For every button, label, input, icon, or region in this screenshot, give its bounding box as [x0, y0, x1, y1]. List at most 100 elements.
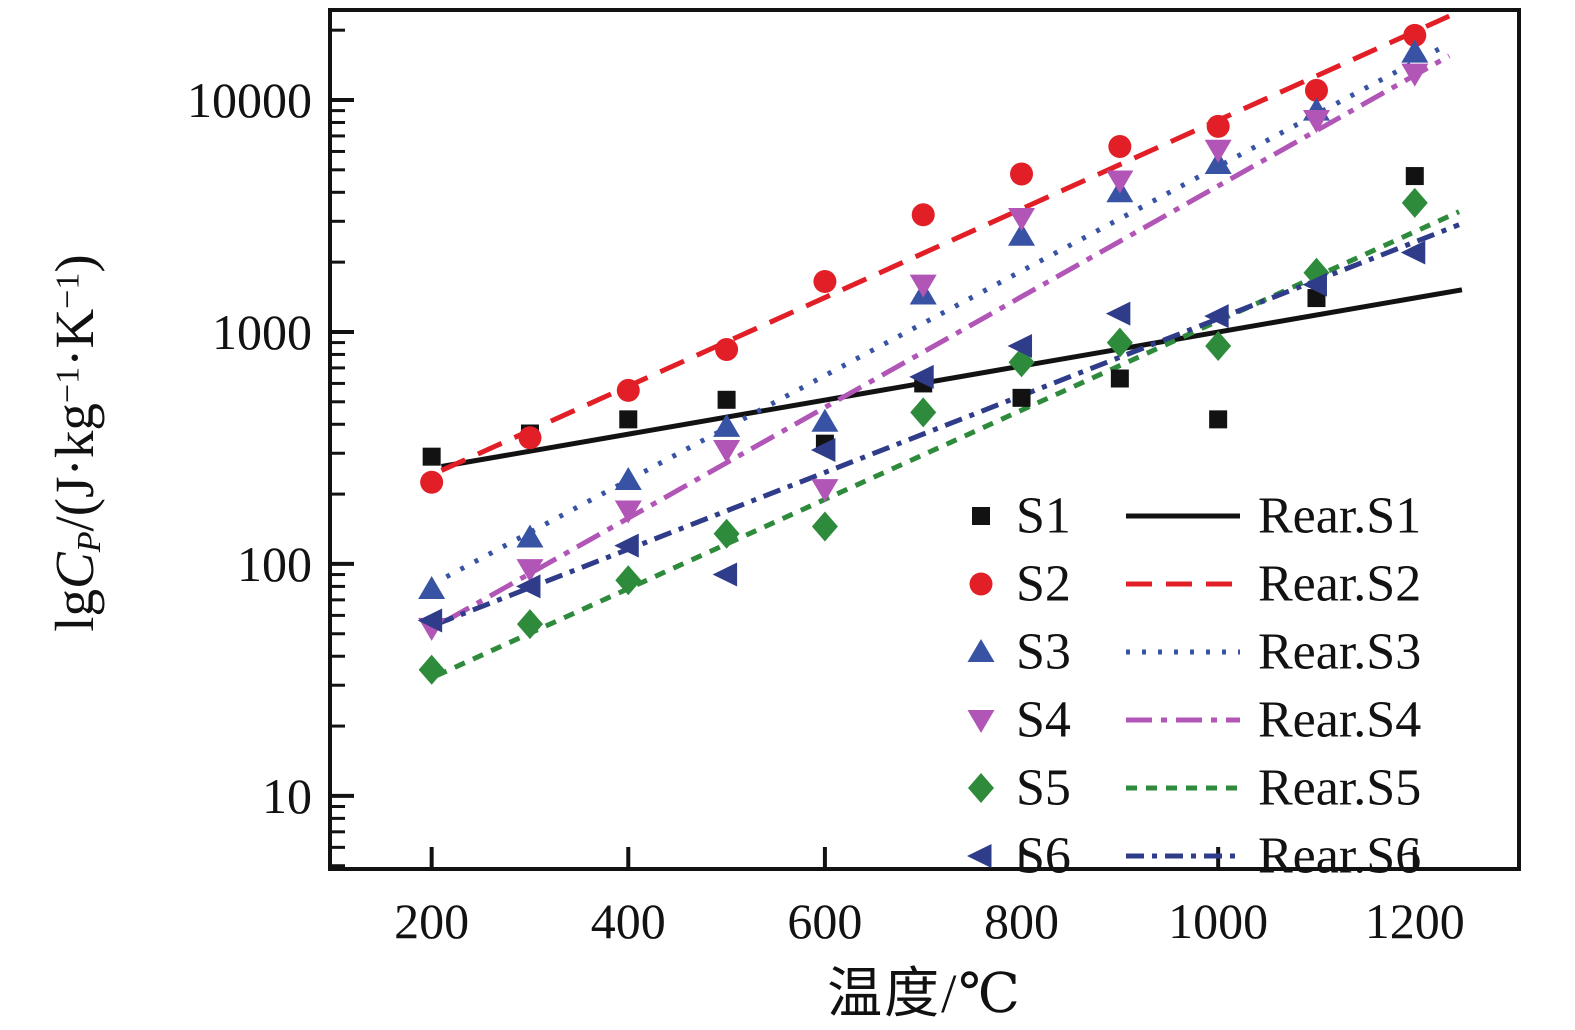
- s1-marker: [717, 390, 736, 409]
- y-tick-label: 10000: [187, 72, 312, 128]
- x-tick-label: 400: [591, 893, 666, 949]
- s4-marker: [713, 439, 741, 463]
- s1-marker: [1209, 410, 1228, 429]
- y-tick-label: 1000: [212, 304, 312, 360]
- s6-marker: [515, 574, 541, 599]
- s5-marker: [1106, 327, 1133, 358]
- y-title-sup-b: −1: [49, 272, 87, 309]
- s5-marker: [811, 511, 838, 542]
- legend-label-s3: S3: [1016, 624, 1071, 681]
- legend-label-rear-s6: Rear.S6: [1258, 828, 1421, 885]
- legend-marker-s4: [967, 710, 995, 733]
- s2-marker: [420, 470, 444, 494]
- fit-line-rear-s5: [435, 209, 1461, 678]
- legend-marker-s3: [967, 639, 995, 662]
- s6-marker: [909, 364, 934, 389]
- s5-marker: [1205, 330, 1232, 361]
- y-title-variable: C: [44, 552, 105, 589]
- s1-marker: [1110, 369, 1129, 388]
- s6-marker: [614, 533, 639, 558]
- legend-marker-s6: [967, 844, 992, 868]
- legend-label-rear-s2: Rear.S2: [1258, 556, 1421, 613]
- s3-marker: [1008, 222, 1036, 246]
- s2-marker: [1403, 23, 1427, 47]
- s6-marker: [1302, 272, 1327, 297]
- legend-label-s4: S4: [1016, 692, 1071, 749]
- s1-marker: [619, 410, 638, 429]
- legend-marker-s5: [968, 773, 994, 803]
- s6-marker: [712, 562, 738, 587]
- legend-marker-s1: [972, 507, 990, 525]
- s4-marker: [1008, 207, 1036, 231]
- s2-marker: [1010, 162, 1034, 186]
- s1-marker: [1405, 167, 1424, 186]
- y-title-unit-b: ·K: [44, 308, 105, 367]
- s5-marker: [418, 654, 445, 685]
- s5-marker: [713, 518, 740, 549]
- s2-marker: [518, 426, 542, 450]
- legend-label-rear-s3: Rear.S3: [1258, 624, 1421, 681]
- fit-line-rear-s1: [441, 287, 1463, 469]
- s3-marker: [713, 413, 741, 437]
- s3-marker: [811, 408, 839, 432]
- y-title-subscript: P: [70, 531, 108, 553]
- s2-marker: [616, 378, 640, 402]
- x-tick-label: 800: [984, 893, 1059, 949]
- y-title-unit-c: ): [44, 254, 105, 273]
- s4-marker: [909, 274, 937, 298]
- y-title-sup-a: −1: [49, 366, 87, 404]
- s6-marker: [417, 608, 443, 633]
- s2-marker: [1108, 135, 1132, 159]
- s6-marker: [1400, 240, 1426, 265]
- s2-marker: [1206, 114, 1230, 138]
- fit-line-rear-s2: [440, 13, 1451, 473]
- fit-line-rear-s4: [445, 53, 1451, 623]
- s4-marker: [1106, 170, 1134, 194]
- x-tick-label: 1200: [1365, 893, 1465, 949]
- s5-marker: [615, 565, 642, 596]
- s3-marker: [1401, 39, 1429, 63]
- s6-marker: [1007, 333, 1033, 358]
- y-tick-label: 100: [237, 536, 312, 592]
- legend-label-s2: S2: [1016, 556, 1071, 613]
- s4-marker: [1302, 109, 1330, 133]
- s4-marker: [1401, 63, 1429, 87]
- y-title-prefix: lg: [44, 588, 105, 632]
- s4-marker: [516, 559, 544, 583]
- s2-marker: [813, 270, 837, 294]
- s5-marker: [1401, 187, 1428, 218]
- x-tick-label: 200: [394, 893, 469, 949]
- s3-marker: [516, 524, 544, 548]
- s1-marker: [1012, 388, 1031, 407]
- s3-marker: [418, 575, 446, 599]
- s6-marker: [810, 437, 836, 462]
- s6-marker: [1204, 304, 1229, 329]
- s5-marker: [516, 609, 543, 640]
- legend-label-rear-s4: Rear.S4: [1258, 692, 1421, 749]
- legend-label-rear-s1: Rear.S1: [1258, 488, 1421, 545]
- fit-line-rear-s6: [435, 222, 1460, 627]
- legend-label-s1: S1: [1016, 488, 1071, 545]
- legend-label-s6: S6: [1016, 828, 1071, 885]
- s2-marker: [715, 338, 739, 362]
- s4-marker: [614, 500, 642, 524]
- s2-marker: [911, 203, 935, 227]
- x-axis-title: 温度/℃: [827, 963, 1022, 1024]
- s3-marker: [614, 467, 642, 491]
- y-title-unit-a: /(J·kg: [44, 403, 105, 532]
- x-tick-label: 1000: [1168, 893, 1268, 949]
- plot-border: [328, 8, 1521, 871]
- y-axis-title: lgCP/(J·kg−1·K−1): [43, 11, 108, 875]
- s5-marker: [910, 397, 937, 428]
- y-tick-label: 10: [262, 768, 312, 824]
- s6-marker: [1105, 301, 1131, 326]
- legend-label-s5: S5: [1016, 760, 1071, 817]
- s4-marker: [811, 479, 839, 503]
- s4-marker: [1204, 139, 1232, 163]
- fit-line-rear-s3: [445, 41, 1451, 580]
- legend-label-rear-s5: Rear.S5: [1258, 760, 1421, 817]
- s2-marker: [1304, 78, 1328, 102]
- legend-marker-s2: [969, 572, 993, 596]
